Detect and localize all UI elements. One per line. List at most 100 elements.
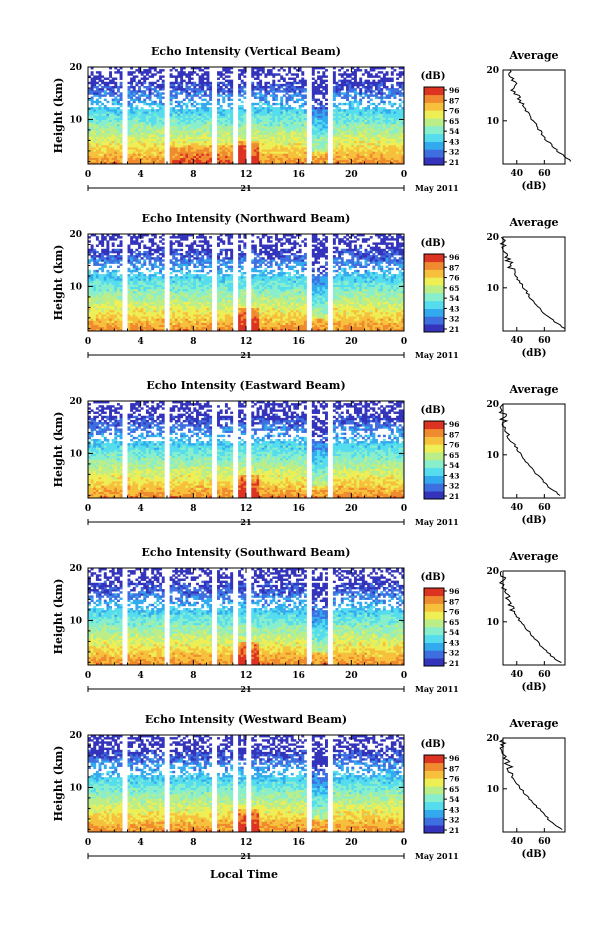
heatmap-cell — [317, 71, 320, 73]
heatmap-cell — [180, 145, 183, 147]
heatmap-cell — [259, 137, 262, 139]
heatmap-cell — [93, 122, 96, 124]
heatmap-cell — [275, 137, 278, 139]
heatmap-cell — [138, 314, 141, 316]
heatmap-cell — [204, 73, 207, 75]
heatmap-cell — [109, 82, 112, 84]
heatmap-cell — [199, 143, 202, 145]
heatmap-cell — [275, 109, 278, 111]
heatmap-cell — [99, 158, 102, 160]
heatmap-cell — [135, 242, 138, 244]
heatmap-cell — [283, 80, 286, 82]
heatmap-cell — [193, 149, 196, 151]
heatmap-cell — [386, 78, 389, 80]
heatmap-cell — [270, 105, 273, 107]
heatmap-cell — [280, 156, 283, 158]
heatmap-cell — [109, 130, 112, 132]
heatmap-cell — [375, 92, 378, 94]
heatmap-cell — [128, 323, 131, 325]
heatmap-cell — [322, 88, 325, 90]
heatmap-cell — [109, 304, 112, 306]
heatmap-cell — [162, 160, 165, 162]
heatmap-cell — [291, 94, 294, 96]
heatmap-cell — [193, 92, 196, 94]
heatmap-cell — [259, 80, 262, 82]
heatmap-cell — [375, 134, 378, 136]
heatmap-cell — [112, 92, 115, 94]
heatmap-cell — [262, 128, 265, 130]
heatmap-cell — [130, 153, 133, 155]
heatmap-cell — [296, 92, 299, 94]
heatmap-cell — [91, 287, 94, 289]
heatmap-cell — [143, 316, 146, 318]
heatmap-cell — [109, 122, 112, 124]
heatmap-cell — [143, 299, 146, 301]
heatmap-cell — [149, 287, 152, 289]
heatmap-cell — [170, 120, 173, 122]
heatmap-cell — [196, 126, 199, 128]
heatmap-cell — [191, 84, 194, 86]
heatmap-cell — [333, 116, 336, 118]
heatmap-cell — [222, 84, 225, 86]
heatmap-cell — [99, 306, 102, 308]
heatmap-cell — [172, 111, 175, 113]
heatmap-cell — [346, 126, 349, 128]
heatmap-cell — [191, 134, 194, 136]
heatmap-cell — [120, 82, 123, 84]
heatmap-cell — [101, 113, 104, 115]
heatmap-cell — [267, 113, 270, 115]
heatmap-cell — [128, 285, 131, 287]
heatmap-cell — [391, 88, 394, 90]
heatmap-cell — [367, 86, 370, 88]
heatmap-cell — [188, 137, 191, 139]
heatmap-cell — [286, 134, 289, 136]
heatmap-cell — [143, 318, 146, 320]
heatmap-cell — [359, 90, 362, 92]
heatmap-cell — [93, 327, 96, 329]
heatmap-cell — [106, 242, 109, 244]
heatmap-cell — [317, 116, 320, 118]
heatmap-cell — [106, 249, 109, 251]
heatmap-cell — [154, 156, 157, 158]
heatmap-cell — [296, 124, 299, 126]
heatmap-cell — [251, 82, 254, 84]
heatmap-cell — [133, 320, 136, 322]
heatmap-cell — [343, 158, 346, 160]
heatmap-cell — [293, 78, 296, 80]
heatmap-cell — [359, 139, 362, 141]
heatmap-cell — [259, 97, 262, 99]
heatmap-cell — [120, 120, 123, 122]
heatmap-cell — [299, 113, 302, 115]
colorbar-band — [424, 126, 444, 134]
heatmap-cell — [93, 75, 96, 77]
heatmap-cell — [238, 90, 241, 92]
heatmap-cell — [325, 128, 328, 130]
heatmap-cell — [146, 139, 149, 141]
heatmap-cell — [146, 291, 149, 293]
heatmap-cell — [104, 94, 107, 96]
heatmap-cell — [272, 122, 275, 124]
heatmap-cell — [154, 304, 157, 306]
heatmap-cell — [367, 132, 370, 134]
heatmap-cell — [296, 113, 299, 115]
heatmap-cell — [104, 257, 107, 259]
heatmap-cell — [172, 141, 175, 143]
heatmap-cell — [99, 141, 102, 143]
heatmap-cell — [117, 301, 120, 303]
heatmap-cell — [133, 306, 136, 308]
heatmap-cell — [104, 274, 107, 276]
heatmap-cell — [146, 276, 149, 278]
heatmap-cell — [183, 113, 186, 115]
heatmap-cell — [399, 139, 402, 141]
heatmap-cell — [91, 101, 94, 103]
heatmap-cell — [375, 73, 378, 75]
heatmap-cell — [230, 84, 233, 86]
heatmap-cell — [354, 122, 357, 124]
heatmap-cell — [120, 75, 123, 77]
heatmap-cell — [396, 90, 399, 92]
heatmap-cell — [383, 103, 386, 105]
heatmap-cell — [138, 139, 141, 141]
heatmap-cell — [362, 73, 365, 75]
heatmap-cell — [325, 109, 328, 111]
heatmap-cell — [109, 327, 112, 329]
